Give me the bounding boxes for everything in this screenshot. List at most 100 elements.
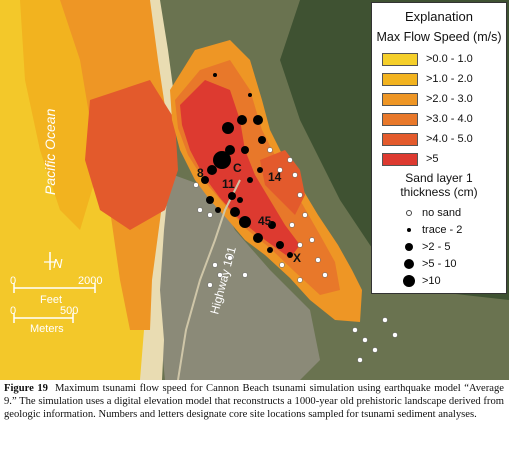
sand-site-marker	[253, 115, 263, 125]
highway-101-line	[177, 179, 241, 380]
no-sand-site-marker	[267, 147, 273, 153]
no-sand-site-marker	[392, 332, 398, 338]
no-sand-site-marker	[357, 357, 363, 363]
sand-class-label: no sand	[422, 207, 462, 219]
sand-site-marker	[228, 192, 236, 200]
sand-site-marker	[215, 207, 221, 213]
no-sand-site-marker	[207, 282, 213, 288]
no-sand-site-marker	[297, 192, 303, 198]
no-sand-site-marker	[372, 347, 378, 353]
flow-swatch	[382, 133, 418, 146]
sand-site-marker	[257, 167, 263, 173]
no-sand-site-marker	[382, 317, 388, 323]
sand-class-label: trace - 2	[422, 224, 463, 236]
flow-class-label: >3.0 - 4.0	[426, 113, 473, 125]
figure-label: Figure 19	[4, 383, 48, 394]
sand-class-label: >2 - 5	[422, 241, 451, 253]
ocean-flow-zone-red	[85, 80, 178, 230]
scale-meters-unit: Meters	[30, 323, 64, 335]
no-sand-site-marker	[207, 212, 213, 218]
no-sand-site-marker	[315, 257, 321, 263]
flow-swatch	[382, 53, 418, 66]
no-sand-marker-icon	[406, 210, 412, 216]
sand-site-marker	[248, 93, 252, 97]
sand-site-marker	[207, 165, 217, 175]
sand-site-marker	[213, 151, 231, 169]
no-sand-site-marker	[242, 272, 248, 278]
flow-speed-title: Max Flow Speed (m/s)	[376, 30, 502, 44]
sand-site-marker	[247, 177, 253, 183]
flow-swatch	[382, 113, 418, 126]
ocean-flow-zone-orange-light	[20, 0, 95, 230]
sand-sample-sites	[193, 73, 398, 363]
sand-site-marker	[287, 252, 293, 258]
scale-bar-meters: 0 500 Meters	[10, 305, 78, 335]
scale-feet-max: 2000	[78, 275, 102, 287]
town-area	[158, 170, 320, 380]
scale-bar-feet: 0 2000 Feet	[10, 275, 102, 306]
sand-class-label: >10	[422, 275, 441, 287]
flow-class-label: >2.0 - 3.0	[426, 93, 473, 105]
sand-site-marker	[237, 197, 243, 203]
map-legend: Explanation Max Flow Speed (m/s) >0.0 - …	[371, 2, 507, 294]
site-label-x: X	[293, 251, 301, 265]
sand-site-marker	[206, 196, 214, 204]
flow-class-label: >5	[426, 153, 439, 165]
sand-site-marker	[241, 146, 249, 154]
no-sand-site-marker	[297, 242, 303, 248]
site-label-14: 14	[268, 170, 282, 184]
no-sand-site-marker	[292, 172, 298, 178]
flow-swatch	[382, 153, 418, 166]
no-sand-site-marker	[352, 327, 358, 333]
flow-class-label: >0.0 - 1.0	[426, 53, 473, 65]
site-label-c: C	[233, 161, 242, 175]
inundation-zone-inner	[180, 80, 300, 258]
medium-sand-marker-icon	[404, 259, 414, 269]
flow-class-label: >4.0 - 5.0	[426, 133, 473, 145]
no-sand-site-marker	[279, 262, 285, 268]
scale-feet-zero: 0	[10, 275, 16, 287]
sand-site-marker	[258, 136, 266, 144]
sand-site-marker	[230, 207, 240, 217]
scale-meters-zero: 0	[10, 305, 16, 317]
sand-site-marker	[222, 122, 234, 134]
no-sand-site-marker	[322, 272, 328, 278]
no-sand-site-marker	[287, 157, 293, 163]
no-sand-site-marker	[227, 255, 233, 261]
no-sand-site-marker	[217, 272, 223, 278]
large-sand-marker-icon	[403, 275, 415, 287]
caption-text: Maximum tsunami flow speed for Cannon Be…	[4, 383, 504, 421]
sand-site-marker	[276, 241, 284, 249]
sand-class-label: >5 - 10	[422, 258, 457, 270]
no-sand-site-marker	[212, 262, 218, 268]
small-sand-marker-icon	[405, 243, 413, 251]
sand-site-marker	[225, 145, 235, 155]
legend-title: Explanation	[405, 9, 473, 24]
sand-site-marker	[201, 176, 209, 184]
sand-title-line1: Sand layer 1	[405, 171, 473, 185]
inundation-zone-east	[260, 150, 305, 215]
sand-site-marker	[213, 73, 217, 77]
north-arrow: N	[44, 252, 63, 271]
figure-caption: Figure 19 Maximum tsunami flow speed for…	[4, 382, 504, 422]
no-sand-site-marker	[197, 207, 203, 213]
no-sand-site-marker	[362, 337, 368, 343]
sand-site-marker	[268, 221, 276, 229]
scale-meters-max: 500	[60, 305, 78, 317]
no-sand-site-marker	[193, 182, 199, 188]
sand-thickness-title: Sand layer 1 thickness (cm)	[372, 171, 506, 199]
flow-class-label: >1.0 - 2.0	[426, 73, 473, 85]
trace-marker-icon	[407, 228, 411, 232]
sand-site-marker	[253, 233, 263, 243]
no-sand-site-marker	[309, 237, 315, 243]
north-label: N	[53, 256, 63, 271]
no-sand-site-marker	[289, 222, 295, 228]
site-label-11: 11	[222, 177, 235, 191]
sand-site-marker	[237, 115, 247, 125]
no-sand-site-marker	[277, 167, 283, 173]
scale-feet-unit: Feet	[40, 294, 62, 306]
sand-title-line2: thickness (cm)	[400, 185, 478, 199]
flow-swatch	[382, 93, 418, 106]
ocean-label: Pacific Ocean	[42, 108, 58, 195]
site-label-45: 45	[258, 214, 272, 228]
